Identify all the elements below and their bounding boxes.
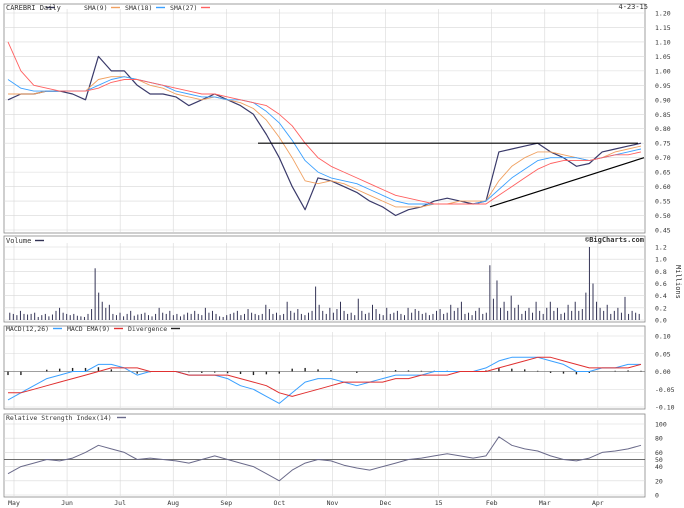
y-tick-label: -0.10: [655, 404, 675, 412]
y-tick-label: 0.55: [655, 198, 671, 206]
watermark: ©BigCharts.com: [585, 236, 644, 244]
y-tick-label: 1.00: [655, 67, 671, 75]
macd-legend: MACD(12,26) MACD EMA(9) Divergence: [6, 325, 180, 333]
x-tick-label: Jun: [61, 499, 73, 507]
y-tick-label: 0.90: [655, 96, 671, 104]
legend-label: MACD(12,26): [6, 325, 49, 333]
x-tick-label: Sep: [220, 499, 232, 507]
y-tick-label: 50: [655, 456, 663, 464]
x-tick-label: Nov: [327, 499, 339, 507]
y-tick-label: 0.45: [655, 227, 671, 235]
x-tick-label: Aug: [167, 499, 179, 507]
y-tick-label: 1.15: [655, 24, 671, 32]
y-tick-label: 60: [655, 449, 663, 457]
x-tick-label: Dec: [380, 499, 392, 507]
y-tick-label: 0.50: [655, 212, 671, 220]
x-tick-label: Apr: [592, 499, 604, 507]
x-tick-label: May: [8, 499, 20, 507]
y-tick-label: 0.0: [655, 317, 667, 325]
symbol-label: CAREBRI Daily: [6, 4, 61, 12]
panel-frame-2: [3, 325, 646, 410]
y-tick-label: 1.20: [655, 10, 671, 18]
x-tick-label: Jul: [114, 499, 126, 507]
y-tick-label: 40: [655, 463, 663, 471]
y-tick-label: 0.6: [655, 280, 667, 288]
y-tick-label: 0.75: [655, 140, 671, 148]
legend-label: SMA(27): [170, 4, 197, 12]
rsi-legend: Relative Strength Index(14): [6, 414, 126, 422]
y-tick-label: 100: [655, 421, 667, 429]
support-trendline: [489, 157, 645, 208]
x-tick-label: Feb: [486, 499, 498, 507]
legend-label: MACD EMA(9): [67, 325, 110, 333]
y-tick-label: -0.05: [655, 386, 675, 394]
panel-frame-0: [3, 3, 646, 234]
series-ema: [8, 356, 642, 397]
y-tick-label: 20: [655, 477, 663, 485]
legend-label: SMA(9): [84, 4, 107, 12]
panel-frame-1: [3, 235, 646, 323]
x-tick-label: Oct: [274, 499, 286, 507]
y-tick-label: 0.80: [655, 125, 671, 133]
volume-ylabel: Millions: [674, 265, 682, 299]
legend-label: SMA(18): [125, 4, 152, 12]
y-tick-label: 0.85: [655, 111, 671, 119]
series-sma27: [7, 41, 642, 205]
series-macd: [7, 356, 641, 404]
x-tick-label: 15: [435, 499, 443, 507]
y-tick-label: 0.8: [655, 268, 667, 276]
y-tick-label: 0.95: [655, 82, 671, 90]
y-tick-label: 1.05: [655, 53, 671, 61]
volume-title: Volume: [6, 237, 31, 245]
x-tick-label: Mar: [539, 499, 551, 507]
y-tick-label: 0.10: [655, 333, 671, 341]
y-tick-label: 1.10: [655, 38, 671, 46]
y-tick-label: 0.05: [655, 350, 671, 358]
y-tick-label: 1.2: [655, 244, 667, 252]
y-tick-label: 0.70: [655, 154, 671, 162]
y-tick-label: 0.00: [655, 368, 671, 376]
y-tick-label: 0.65: [655, 169, 671, 177]
y-tick-label: 0.60: [655, 183, 671, 191]
panel-frame-3: [3, 413, 646, 498]
y-tick-label: 80: [655, 435, 663, 443]
series-sma18: [7, 76, 642, 205]
series-rsi: [7, 436, 642, 482]
legend-label: Relative Strength Index(14): [6, 414, 112, 422]
legend-label: Divergence: [128, 325, 167, 333]
chart-panels: 1.201.151.101.051.000.950.900.850.800.75…: [3, 3, 675, 507]
series-sma9: [8, 76, 642, 208]
price-legend: SMA(9) SMA(18) SMA(27): [84, 4, 210, 12]
chart-date: 4-23-15: [618, 3, 648, 11]
y-tick-label: 1.0: [655, 256, 667, 264]
y-tick-label: 0.4: [655, 292, 667, 300]
y-tick-label: 0: [655, 492, 659, 500]
y-tick-label: 0.2: [655, 304, 667, 312]
